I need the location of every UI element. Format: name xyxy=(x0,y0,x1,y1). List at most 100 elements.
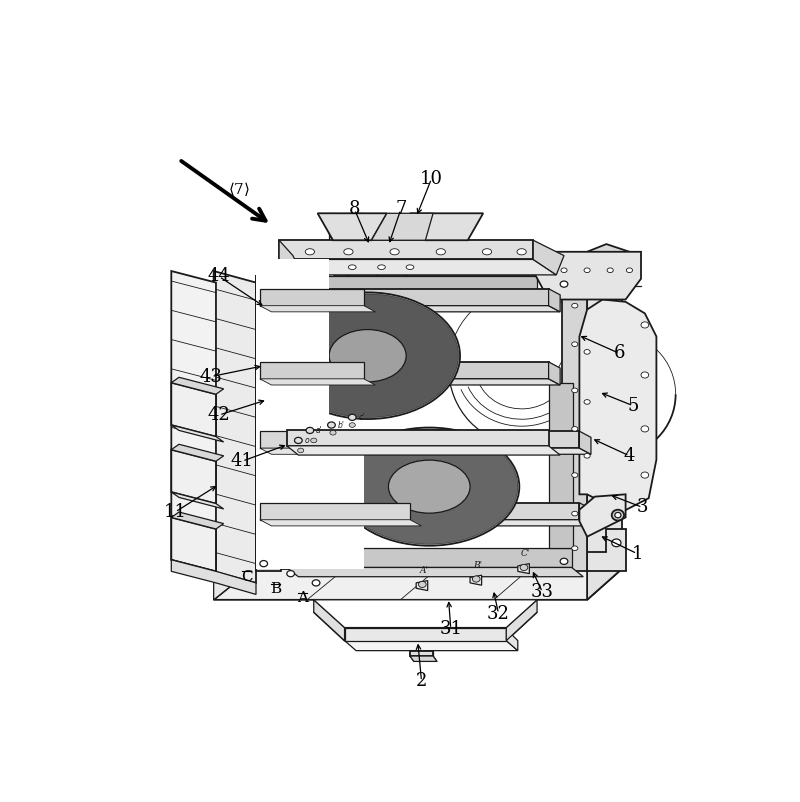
Ellipse shape xyxy=(266,472,271,477)
Ellipse shape xyxy=(303,312,432,399)
Polygon shape xyxy=(260,431,579,448)
Ellipse shape xyxy=(287,301,448,411)
Ellipse shape xyxy=(285,299,450,412)
Polygon shape xyxy=(287,294,549,304)
Ellipse shape xyxy=(612,510,624,520)
Ellipse shape xyxy=(641,372,649,378)
Polygon shape xyxy=(171,444,224,461)
Text: 42: 42 xyxy=(208,406,230,424)
Text: B': B' xyxy=(473,561,482,569)
Polygon shape xyxy=(214,569,622,600)
Ellipse shape xyxy=(275,293,460,419)
Text: 8: 8 xyxy=(349,200,360,218)
Ellipse shape xyxy=(436,249,446,255)
Polygon shape xyxy=(275,252,341,306)
Ellipse shape xyxy=(377,452,482,520)
Ellipse shape xyxy=(482,249,492,255)
Text: c': c' xyxy=(358,413,365,422)
Ellipse shape xyxy=(560,558,568,565)
Ellipse shape xyxy=(366,446,492,528)
Ellipse shape xyxy=(307,314,428,397)
Text: 1: 1 xyxy=(631,545,643,563)
Text: A: A xyxy=(297,591,308,606)
Polygon shape xyxy=(260,362,364,379)
Ellipse shape xyxy=(328,422,335,428)
Ellipse shape xyxy=(389,460,470,513)
Polygon shape xyxy=(579,503,591,526)
Ellipse shape xyxy=(349,423,355,427)
Polygon shape xyxy=(410,650,433,656)
Polygon shape xyxy=(260,520,422,526)
Ellipse shape xyxy=(342,430,516,543)
Ellipse shape xyxy=(584,453,590,458)
Ellipse shape xyxy=(299,309,436,403)
Ellipse shape xyxy=(315,320,420,391)
Polygon shape xyxy=(287,277,537,294)
Ellipse shape xyxy=(641,426,649,432)
Ellipse shape xyxy=(572,546,578,550)
Ellipse shape xyxy=(612,539,621,547)
Text: A': A' xyxy=(419,566,428,575)
Polygon shape xyxy=(256,425,364,569)
Polygon shape xyxy=(314,612,537,641)
Polygon shape xyxy=(281,294,308,549)
Polygon shape xyxy=(410,213,483,241)
Polygon shape xyxy=(470,575,482,585)
Ellipse shape xyxy=(517,249,526,255)
Ellipse shape xyxy=(584,350,590,354)
Ellipse shape xyxy=(326,327,410,384)
Polygon shape xyxy=(171,512,224,529)
Ellipse shape xyxy=(626,268,633,273)
Polygon shape xyxy=(260,503,579,520)
Ellipse shape xyxy=(346,432,513,541)
Polygon shape xyxy=(279,241,302,275)
Ellipse shape xyxy=(260,561,267,567)
Ellipse shape xyxy=(330,431,336,435)
Text: C: C xyxy=(241,569,253,584)
Text: 4: 4 xyxy=(624,447,635,465)
Polygon shape xyxy=(314,600,537,627)
Ellipse shape xyxy=(374,450,486,523)
Ellipse shape xyxy=(641,322,649,328)
Polygon shape xyxy=(260,379,560,385)
Ellipse shape xyxy=(351,435,507,537)
Ellipse shape xyxy=(607,268,614,273)
Text: 6: 6 xyxy=(614,344,625,363)
Ellipse shape xyxy=(318,322,418,390)
Ellipse shape xyxy=(279,295,457,416)
Ellipse shape xyxy=(349,265,356,269)
Text: 3: 3 xyxy=(637,498,648,516)
Polygon shape xyxy=(260,306,375,312)
Polygon shape xyxy=(171,492,224,509)
Polygon shape xyxy=(314,600,345,641)
Polygon shape xyxy=(260,448,422,454)
Polygon shape xyxy=(256,260,329,431)
Polygon shape xyxy=(279,241,534,260)
Polygon shape xyxy=(287,568,583,577)
Ellipse shape xyxy=(350,435,510,539)
Ellipse shape xyxy=(286,570,294,577)
Ellipse shape xyxy=(289,302,446,409)
Polygon shape xyxy=(171,450,216,504)
Ellipse shape xyxy=(560,281,568,287)
Ellipse shape xyxy=(362,443,498,531)
Ellipse shape xyxy=(572,472,578,477)
Ellipse shape xyxy=(266,342,271,346)
Ellipse shape xyxy=(418,581,426,588)
Ellipse shape xyxy=(264,281,271,287)
Ellipse shape xyxy=(266,303,271,308)
Polygon shape xyxy=(549,383,574,549)
Ellipse shape xyxy=(382,456,477,517)
Ellipse shape xyxy=(344,431,514,542)
Polygon shape xyxy=(256,277,587,571)
Ellipse shape xyxy=(375,452,483,522)
Ellipse shape xyxy=(311,318,424,394)
Polygon shape xyxy=(579,494,626,537)
Ellipse shape xyxy=(295,306,440,405)
Ellipse shape xyxy=(314,319,422,393)
Polygon shape xyxy=(371,213,433,241)
Polygon shape xyxy=(534,241,564,275)
Ellipse shape xyxy=(358,440,501,533)
Ellipse shape xyxy=(266,511,271,516)
Ellipse shape xyxy=(365,444,494,529)
